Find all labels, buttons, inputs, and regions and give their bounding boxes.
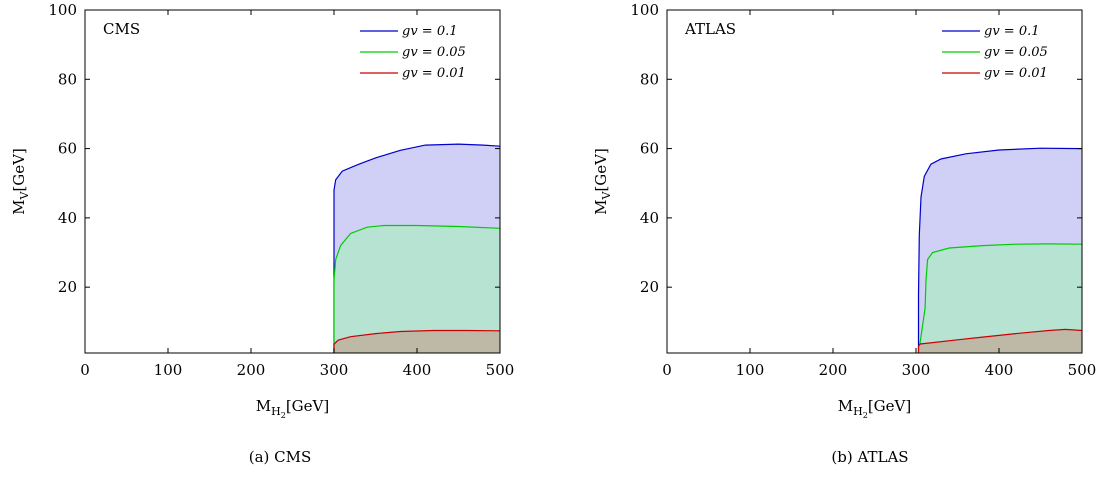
series-line-3 xyxy=(917,328,1082,353)
y-tick-label: 20 xyxy=(640,278,659,296)
x-axis-label-unit: [GeV] xyxy=(868,397,911,415)
x-tick-label: 100 xyxy=(736,361,765,379)
x-axis-label-main: M xyxy=(838,397,853,415)
y-axis-label-main: M xyxy=(10,200,28,215)
series-area-3 xyxy=(918,329,1082,353)
plot-frame xyxy=(666,9,1083,354)
x-tick-label: 500 xyxy=(486,361,515,379)
y-tick-label: 40 xyxy=(58,209,77,227)
x-tick-label: 100 xyxy=(154,361,183,379)
panel-cms: 0 100 200 300 400 50020406080100MH2[GeV]MV[Ge… xyxy=(10,1,514,466)
series-area-3 xyxy=(334,330,500,353)
series-group xyxy=(333,143,500,353)
y-axis-label-main: M xyxy=(592,200,610,215)
y-tick-label: 60 xyxy=(58,140,77,158)
y-axis-label-sub: V xyxy=(18,191,31,201)
panel-title: CMS xyxy=(103,20,140,38)
legend-entry: gv = 0.05 xyxy=(984,45,1048,60)
legend-entry: gv = 0.01 xyxy=(402,66,466,81)
y-tick-label: 60 xyxy=(640,140,659,158)
legend-entry: gv = 0.01 xyxy=(984,66,1048,81)
series-group xyxy=(917,147,1082,353)
x-tick-label: 0 xyxy=(80,361,90,379)
x-axis-label-main: M xyxy=(256,397,271,415)
figure-caption: (b) ATLAS xyxy=(831,448,908,466)
series-line-2 xyxy=(333,224,500,353)
figure-caption: (a) CMS xyxy=(249,448,312,466)
x-axis-label-unit: [GeV] xyxy=(286,397,329,415)
x-tick-label: 400 xyxy=(403,361,432,379)
y-tick-label: 100 xyxy=(48,1,77,19)
y-tick-label: 100 xyxy=(630,1,659,19)
series-line-2 xyxy=(917,243,1082,353)
x-tick-label: 200 xyxy=(819,361,848,379)
series-line-1 xyxy=(917,147,1082,353)
legend-entry: gv = 0.1 xyxy=(402,24,458,39)
y-tick-label: 20 xyxy=(58,278,77,296)
x-axis-label: MH2[GeV] xyxy=(838,397,911,420)
y-axis-label-unit: [GeV] xyxy=(592,148,610,191)
series-line-1 xyxy=(333,143,500,353)
plot-frame xyxy=(84,9,501,354)
x-tick-label: 300 xyxy=(320,361,349,379)
y-tick-label: 40 xyxy=(640,209,659,227)
series-area-2 xyxy=(918,243,1082,353)
y-axis-label: MV[GeV] xyxy=(592,148,613,215)
x-axis-label-sub: H xyxy=(853,405,863,418)
y-axis-label: MV[GeV] xyxy=(10,148,31,215)
x-tick-label: 300 xyxy=(902,361,931,379)
y-tick-label: 80 xyxy=(58,70,77,88)
x-tick-label: 400 xyxy=(985,361,1014,379)
x-tick-label: 0 xyxy=(662,361,672,379)
x-axis-label: MH2[GeV] xyxy=(256,397,329,420)
x-axis-label-subsub: 2 xyxy=(281,411,286,420)
y-tick-label: 80 xyxy=(640,70,659,88)
panel-title: ATLAS xyxy=(684,20,736,38)
x-axis-label-sub: H xyxy=(271,405,281,418)
legend-entry: gv = 0.05 xyxy=(402,45,466,60)
series-line-3 xyxy=(333,329,500,353)
legend-entry: gv = 0.1 xyxy=(984,24,1040,39)
y-axis-label-sub: V xyxy=(600,191,613,201)
series-area-2 xyxy=(334,225,500,353)
x-tick-label: 200 xyxy=(237,361,266,379)
y-axis-label-unit: [GeV] xyxy=(10,148,28,191)
panel-atlas: 0 100 200 300 400 50020406080100MH2[GeV]MV[Ge… xyxy=(592,1,1096,466)
x-tick-label: 500 xyxy=(1068,361,1097,379)
x-axis-label-subsub: 2 xyxy=(863,411,868,420)
